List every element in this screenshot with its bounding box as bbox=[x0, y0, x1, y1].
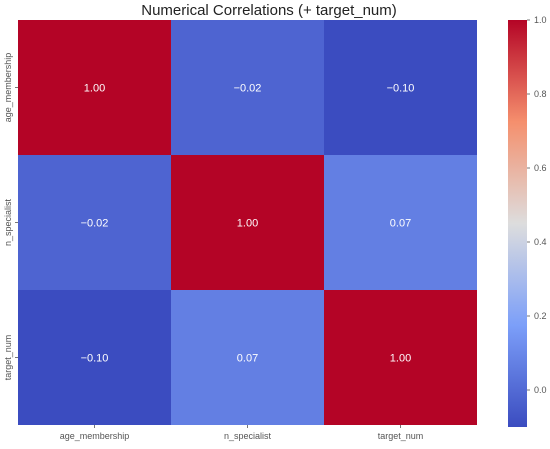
y-tick-label: age_membership bbox=[3, 53, 13, 123]
heatmap-cell bbox=[18, 290, 171, 425]
heatmap-cells: 1.00 −0.02 −0.10 −0.02 1.00 0.07 −0.10 0.07 1.00 bbox=[18, 20, 477, 425]
cell-value-label: −0.02 bbox=[81, 218, 109, 230]
cell-value-label: 1.00 bbox=[237, 218, 258, 230]
cell-value-label: 1.00 bbox=[390, 353, 411, 365]
cell-value-label: −0.02 bbox=[234, 83, 262, 95]
x-tick-label: n_specialist bbox=[224, 431, 272, 441]
heatmap-cell bbox=[324, 20, 477, 155]
cell-value-label: 0.07 bbox=[237, 353, 258, 365]
y-tick-label: n_specialist bbox=[3, 198, 13, 246]
cell-value-label: 0.07 bbox=[390, 218, 411, 230]
y-axis-ticks: age_membership n_specialist target_num bbox=[3, 53, 18, 381]
colorbar-tick-label: 0.4 bbox=[534, 237, 547, 247]
x-tick-label: target_num bbox=[378, 431, 424, 441]
x-tick-label: age_membership bbox=[60, 431, 130, 441]
heatmap-cell bbox=[18, 20, 171, 155]
cell-value-label: −0.10 bbox=[81, 353, 109, 365]
colorbar-tick-label: 0.6 bbox=[534, 163, 547, 173]
colorbar-ticks: 0.0 0.2 0.4 0.6 0.8 1.0 bbox=[527, 15, 547, 395]
heatmap-cell bbox=[171, 290, 324, 425]
chart-title: Numerical Correlations (+ target_num) bbox=[141, 2, 397, 19]
cell-value-label: 1.00 bbox=[84, 83, 105, 95]
cell-value-label: −0.10 bbox=[387, 83, 415, 95]
colorbar-tick-label: 0.8 bbox=[534, 89, 547, 99]
heatmap-cell bbox=[18, 155, 171, 290]
heatmap-cell bbox=[324, 290, 477, 425]
y-tick-label: target_num bbox=[3, 335, 13, 381]
x-axis-ticks: age_membership n_specialist target_num bbox=[60, 425, 424, 441]
colorbar-tick-label: 0.2 bbox=[534, 311, 547, 321]
heatmap-cell bbox=[324, 155, 477, 290]
colorbar-tick-label: 1.0 bbox=[534, 15, 547, 25]
heatmap-cell bbox=[171, 155, 324, 290]
heatmap-cell bbox=[171, 20, 324, 155]
colorbar bbox=[508, 20, 527, 427]
colorbar-tick-label: 0.0 bbox=[534, 385, 547, 395]
